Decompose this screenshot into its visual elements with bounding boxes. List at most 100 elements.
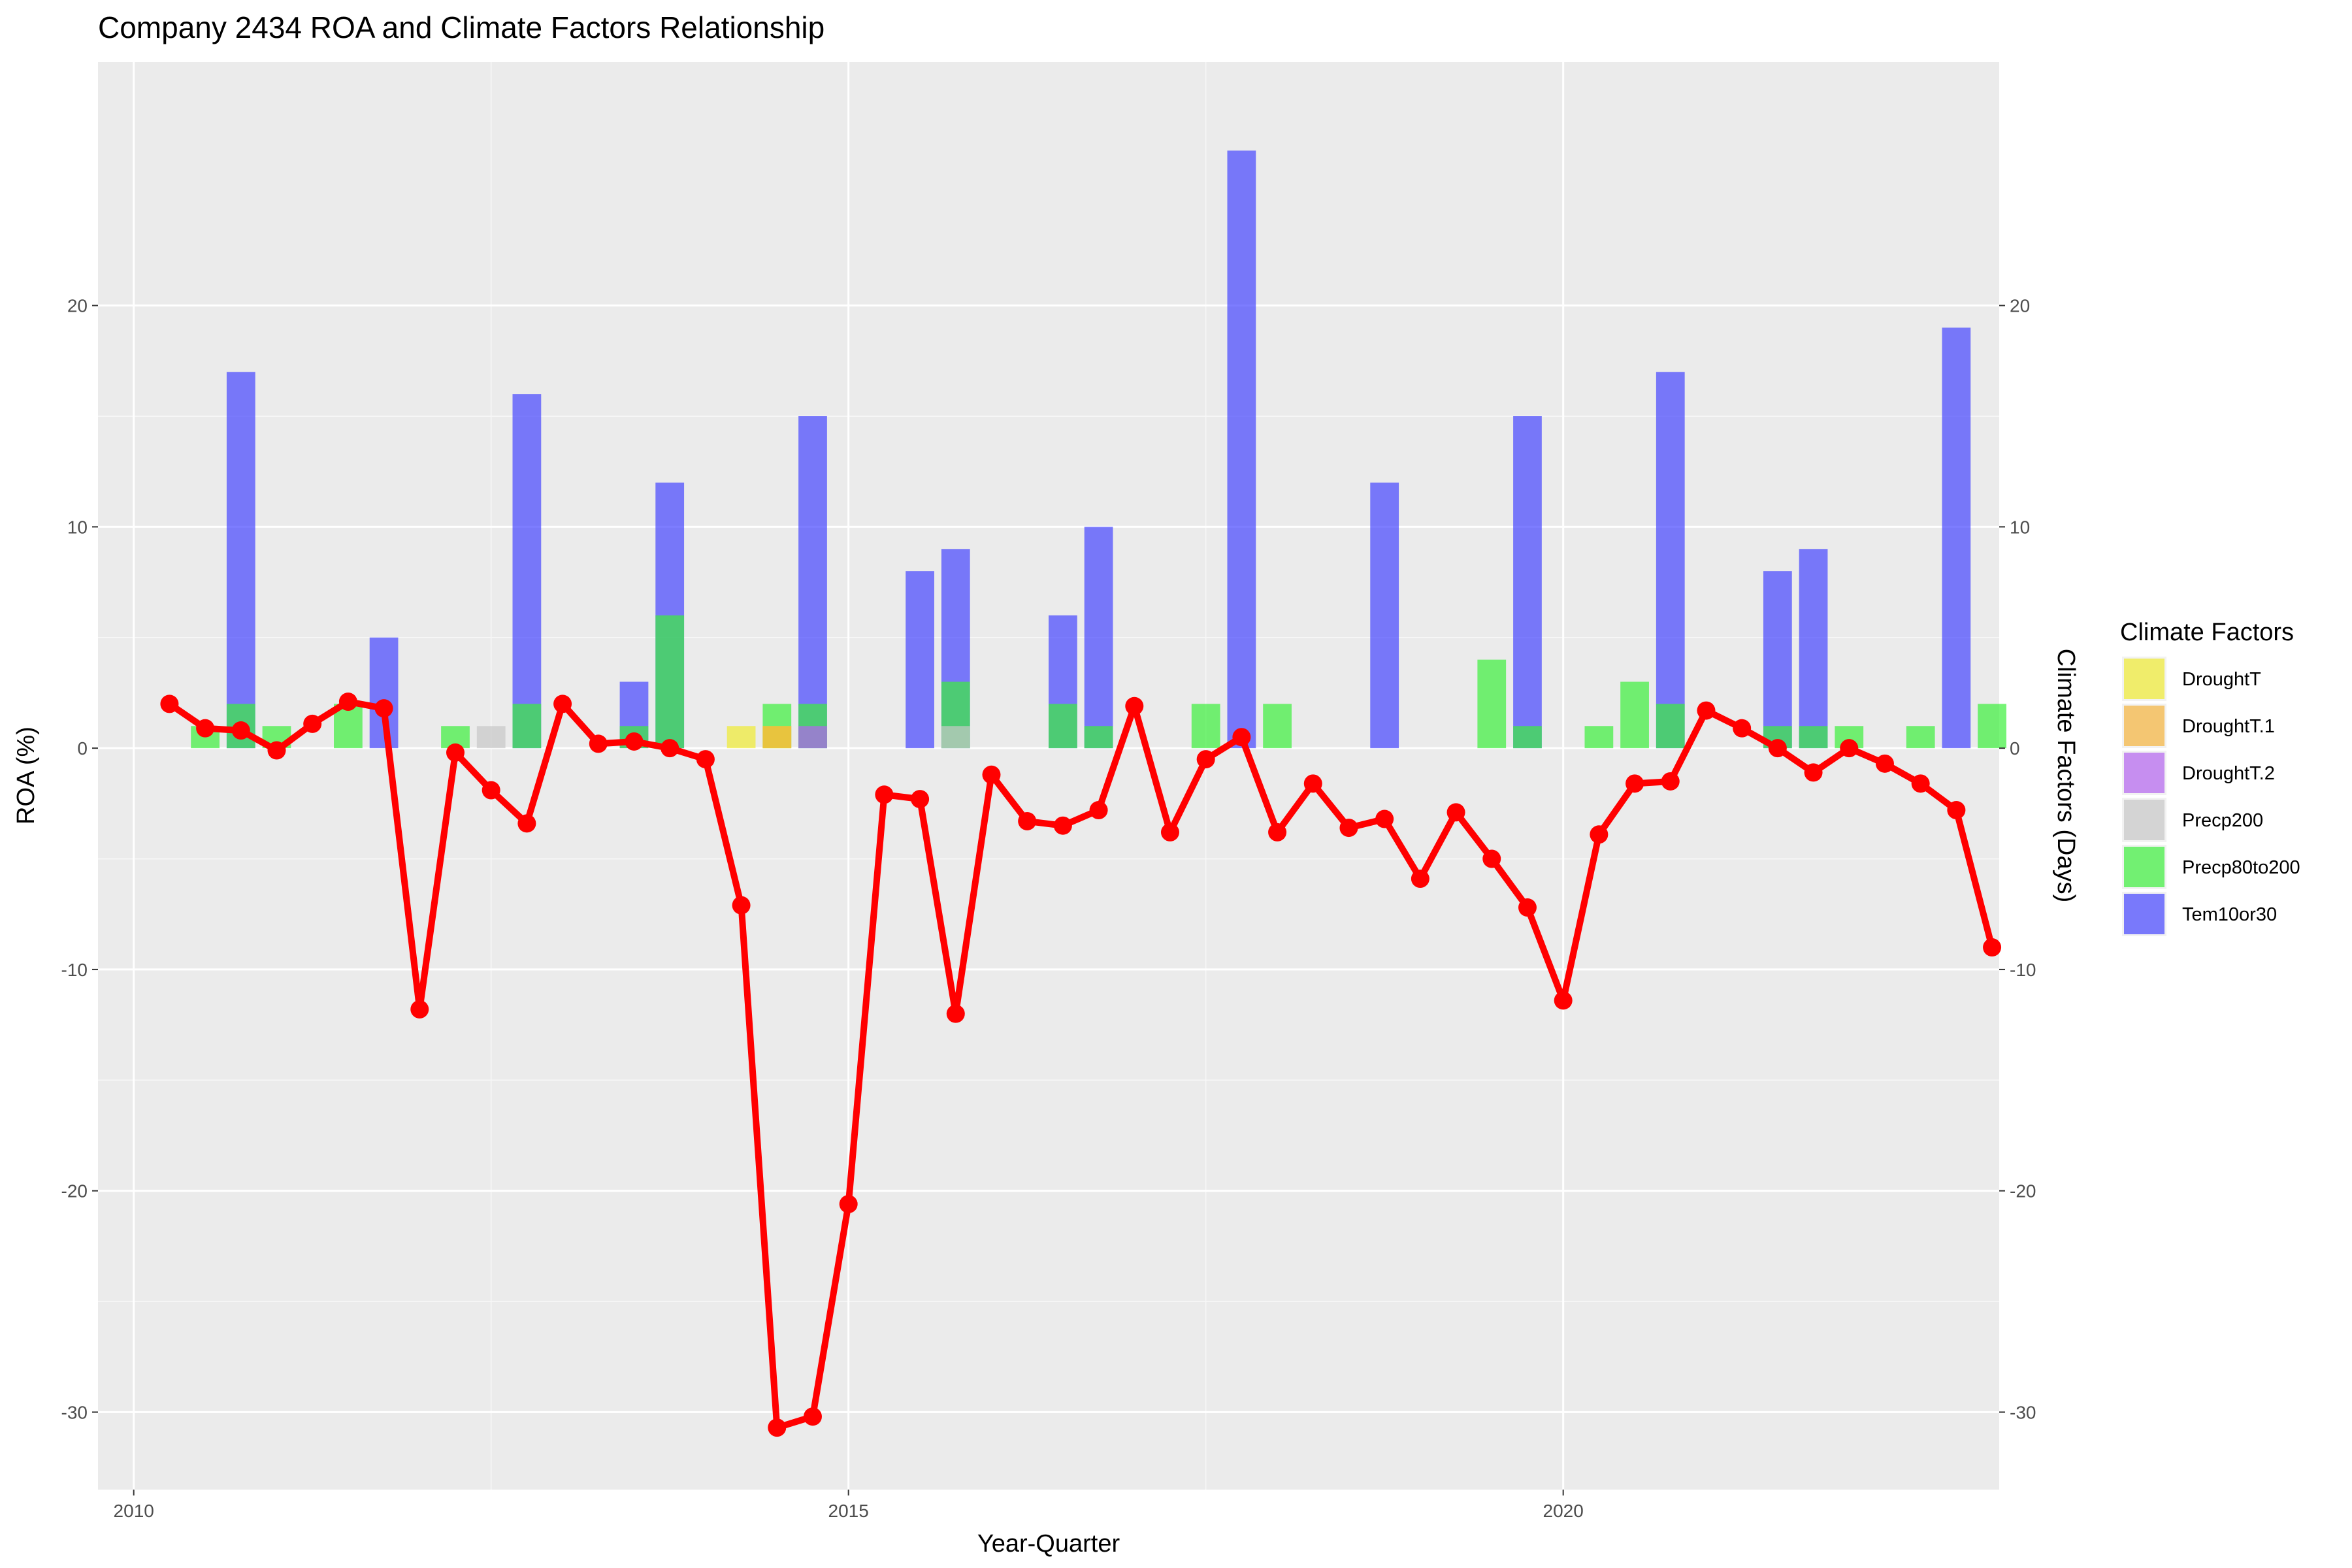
y-right-tick-label: -10 <box>2010 960 2036 980</box>
roa-point <box>911 790 930 809</box>
roa-point <box>446 743 465 762</box>
plot-panel <box>98 62 1999 1490</box>
legend-label: Tem10or30 <box>2182 904 2277 925</box>
y-tick-label: 10 <box>67 517 88 537</box>
roa-point <box>1196 750 1215 769</box>
y-right-tick-label: -30 <box>2010 1402 2036 1422</box>
roa-point <box>839 1195 858 1213</box>
legend-swatch <box>2124 706 2164 746</box>
roa-point <box>1303 774 1322 793</box>
roa-point <box>303 714 322 733</box>
y-right-tick-label: -20 <box>2010 1181 2036 1201</box>
bar-tem10or30 <box>1656 372 1685 749</box>
bar-precp80to200 <box>1513 726 1542 749</box>
legend-label: DroughtT <box>2182 669 2261 690</box>
left-axis: -30 -20 -10 0 10 20 <box>61 296 98 1422</box>
bar-precp200 <box>476 726 506 749</box>
roa-point <box>982 765 1001 784</box>
bar-precp80to200 <box>1799 726 1828 749</box>
roa-point <box>625 732 644 751</box>
roa-point <box>1554 991 1573 1010</box>
roa-point <box>338 693 357 711</box>
roa-point <box>1733 719 1752 738</box>
bar-tem10or30 <box>1799 549 1828 749</box>
bar-tem10or30 <box>906 571 934 749</box>
chart-title: Company 2434 ROA and Climate Factors Rel… <box>98 10 825 44</box>
roa-point <box>1160 823 1179 841</box>
roa-point <box>661 739 679 758</box>
roa-point <box>732 896 751 915</box>
roa-point <box>1268 823 1287 841</box>
x-tick-label: 2015 <box>828 1501 869 1521</box>
roa-point <box>1018 811 1037 830</box>
bar-droughtt <box>727 726 756 749</box>
bar-precp80to200 <box>655 615 685 749</box>
legend-label: Precp80to200 <box>2182 857 2300 878</box>
roa-point <box>1911 774 1930 793</box>
roa-point <box>1411 870 1429 889</box>
legend-label: DroughtT.2 <box>2182 763 2275 784</box>
roa-point <box>1482 849 1501 868</box>
bar-tem10or30 <box>226 372 255 749</box>
bar-precp80to200 <box>512 704 542 749</box>
roa-line <box>160 693 2002 1437</box>
bar-precp80to200 <box>1084 726 1113 749</box>
roa-point <box>803 1407 822 1426</box>
legend-swatch <box>2124 894 2164 934</box>
bar-droughtt-1 <box>762 726 792 749</box>
legend-swatch <box>2124 800 2164 840</box>
bar-tem10or30 <box>512 394 542 749</box>
roa-point <box>696 750 715 769</box>
bar-tem10or30 <box>1763 571 1792 749</box>
bar-tem10or30 <box>1513 416 1542 749</box>
roa-point <box>1983 938 2002 957</box>
y-tick-label: 0 <box>77 738 88 759</box>
legend: Climate Factors DroughtTDroughtT.1Drough… <box>2120 619 2300 936</box>
roa-point <box>196 719 215 738</box>
bar-droughtt-2 <box>798 726 827 749</box>
bar-precp80to200 <box>1191 704 1220 749</box>
y-right-tick-label: 10 <box>2010 517 2030 537</box>
roa-series-line <box>167 698 1995 1431</box>
bar-precp80to200 <box>1584 726 1614 749</box>
bar-tem10or30 <box>1084 527 1113 749</box>
roa-point <box>1590 825 1609 844</box>
bar-tem10or30 <box>1370 482 1399 749</box>
bars <box>191 150 2006 749</box>
roa-point <box>1375 809 1394 828</box>
roa-point <box>231 721 250 740</box>
legend-title: Climate Factors <box>2120 619 2294 646</box>
bar-tem10or30 <box>1942 327 1971 749</box>
y-tick-label: -20 <box>61 1181 88 1201</box>
bar-tem10or30 <box>798 416 827 749</box>
y-tick-label: 20 <box>67 296 88 316</box>
legend-swatch <box>2124 753 2164 793</box>
roa-point <box>1947 801 1966 820</box>
y-tick-label: -30 <box>61 1402 88 1422</box>
roa-point <box>160 694 179 713</box>
roa-point <box>410 1000 429 1019</box>
legend-swatch <box>2124 847 2164 887</box>
roa-point <box>1053 816 1072 835</box>
roa-point <box>1125 696 1144 715</box>
legend-swatch <box>2124 659 2164 699</box>
roa-point <box>768 1418 787 1437</box>
bar-precp80to200 <box>1263 704 1292 749</box>
roa-point <box>1697 701 1716 720</box>
grid-lines <box>98 62 1999 1490</box>
y-tick-label: -10 <box>61 960 88 980</box>
roa-point <box>589 734 608 753</box>
roa-point <box>1875 754 1894 773</box>
roa-point <box>1804 763 1823 782</box>
roa-point <box>1661 772 1680 791</box>
roa-point <box>1339 819 1358 838</box>
bar-precp80to200 <box>1620 681 1649 749</box>
roa-point <box>1446 803 1465 822</box>
roa-point <box>553 694 572 713</box>
y-axis-right-title: Climate Factors (Days) <box>2052 649 2080 903</box>
roa-point <box>1518 898 1537 917</box>
x-tick-label: 2020 <box>1543 1501 1584 1521</box>
y-right-tick-label: 20 <box>2010 296 2030 316</box>
bar-precp80to200 <box>1656 704 1685 749</box>
